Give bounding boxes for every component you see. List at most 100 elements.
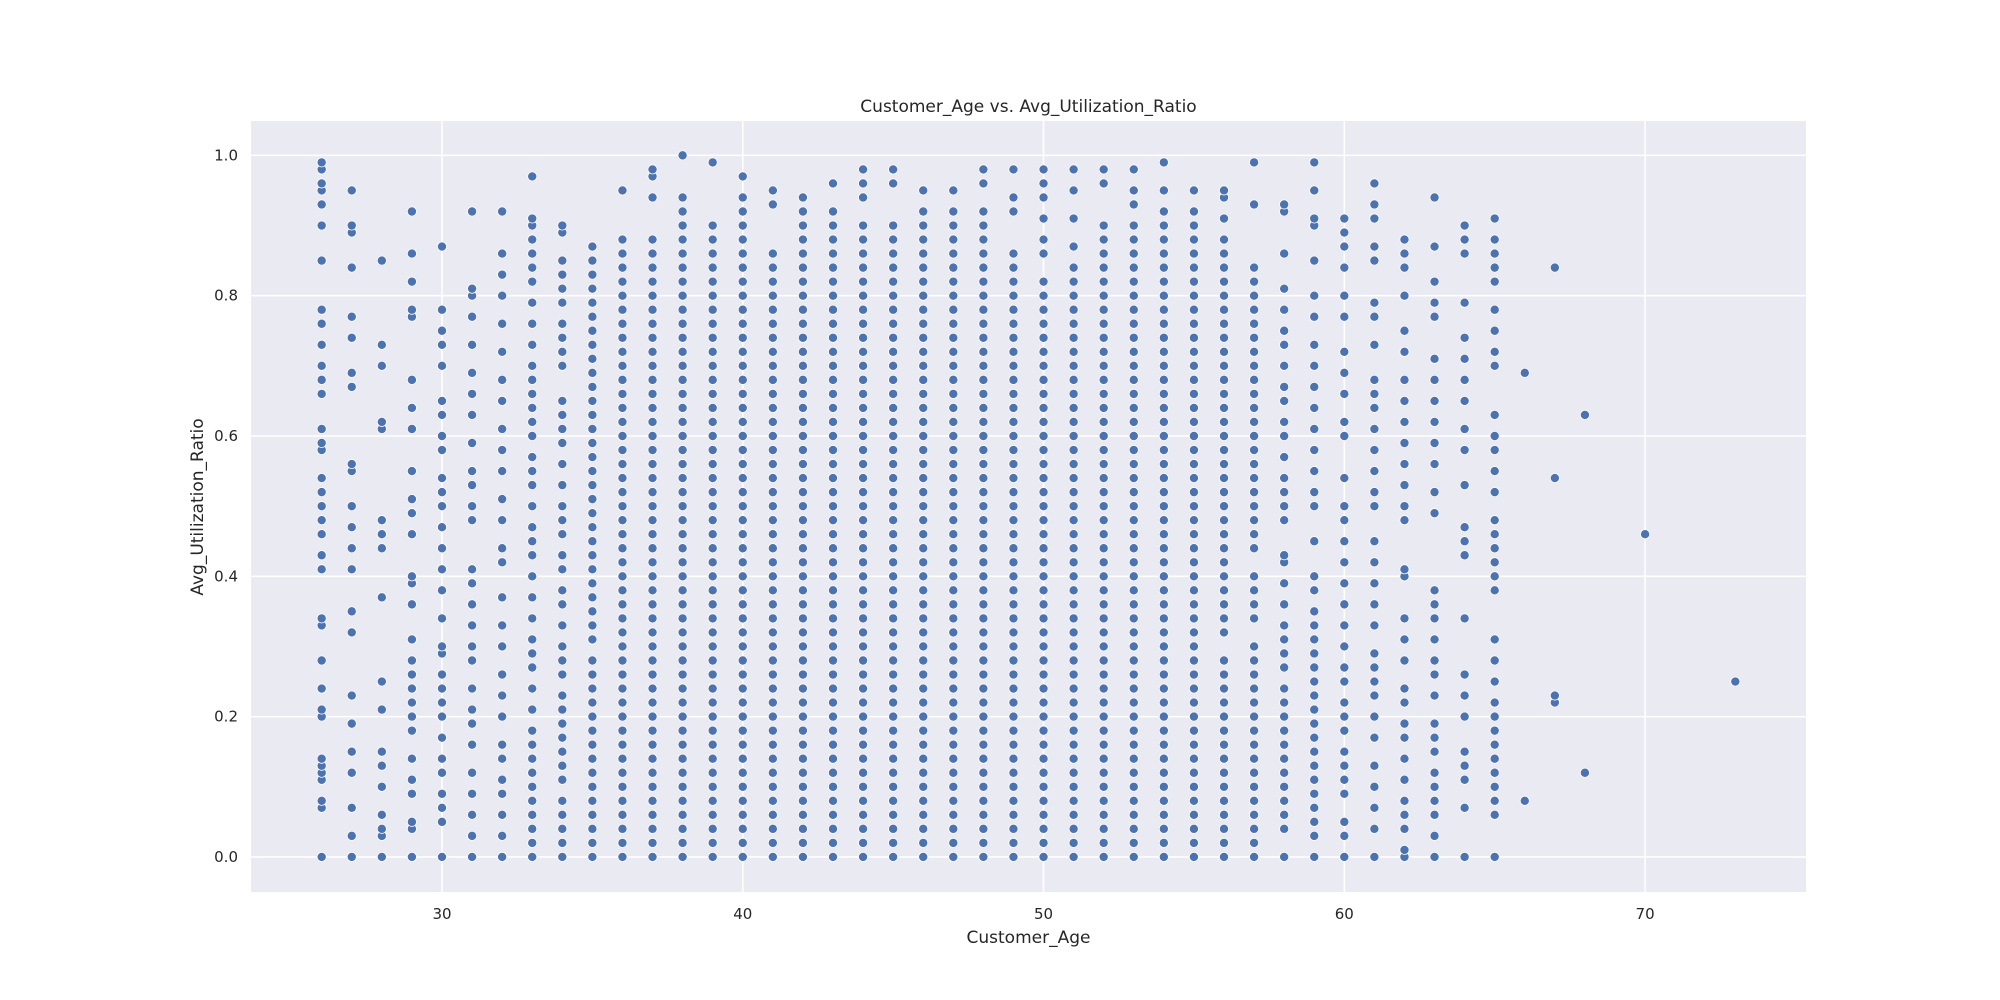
data-point (1008, 473, 1019, 484)
data-point (737, 416, 748, 427)
data-point (587, 241, 598, 252)
data-point (767, 262, 778, 273)
data-point (1128, 739, 1139, 750)
data-point (1339, 536, 1350, 547)
data-point (737, 318, 748, 329)
data-point (617, 795, 628, 806)
data-point (707, 157, 718, 168)
data-point (707, 557, 718, 568)
data-point (858, 571, 869, 582)
data-point (436, 697, 447, 708)
data-point (888, 837, 899, 848)
data-point (978, 837, 989, 848)
data-point (918, 753, 929, 764)
data-point (797, 739, 808, 750)
data-point (797, 262, 808, 273)
data-point (1068, 318, 1079, 329)
data-point (1068, 585, 1079, 596)
data-point (1008, 262, 1019, 273)
data-point (797, 585, 808, 596)
data-point (677, 613, 688, 624)
data-point (888, 753, 899, 764)
data-point (557, 823, 568, 834)
data-point (617, 318, 628, 329)
data-point (1158, 220, 1169, 231)
data-point (436, 683, 447, 694)
data-point (918, 262, 929, 273)
data-point (978, 613, 989, 624)
data-point (497, 851, 508, 862)
data-point (767, 529, 778, 540)
data-point (1219, 318, 1230, 329)
data-point (918, 248, 929, 259)
data-point (1098, 402, 1109, 413)
data-point (707, 781, 718, 792)
data-point (647, 459, 658, 470)
data-point (948, 823, 959, 834)
data-point (617, 683, 628, 694)
data-point (1279, 199, 1290, 210)
data-point (1068, 669, 1079, 680)
data-point (1008, 388, 1019, 399)
data-point (376, 543, 387, 554)
data-point (858, 515, 869, 526)
data-point (858, 304, 869, 315)
data-point (1219, 360, 1230, 371)
data-point (858, 332, 869, 343)
data-point (1369, 578, 1380, 589)
y-tick-label: 0.8 (214, 287, 238, 305)
data-point (858, 374, 869, 385)
data-point (436, 304, 447, 315)
data-point (346, 311, 357, 322)
data-point (948, 360, 959, 371)
data-point (797, 360, 808, 371)
data-point (1188, 599, 1199, 610)
data-point (647, 641, 658, 652)
data-point (828, 276, 839, 287)
data-point (1309, 381, 1320, 392)
data-point (1369, 445, 1380, 456)
data-point (1038, 178, 1049, 189)
data-point (858, 809, 869, 820)
x-tick-label: 70 (1636, 905, 1655, 923)
data-point (557, 641, 568, 652)
data-point (918, 767, 929, 778)
data-point (1098, 234, 1109, 245)
data-point (1068, 276, 1079, 287)
data-point (1339, 746, 1350, 757)
data-point (797, 725, 808, 736)
data-point (1249, 445, 1260, 456)
data-point (587, 550, 598, 561)
data-point (1158, 360, 1169, 371)
data-point (918, 487, 929, 498)
data-point (1158, 557, 1169, 568)
data-point (1219, 430, 1230, 441)
data-point (467, 438, 478, 449)
data-point (918, 837, 929, 848)
data-point (1008, 192, 1019, 203)
data-point (587, 711, 598, 722)
data-point (617, 669, 628, 680)
data-point (1489, 585, 1500, 596)
data-point (888, 332, 899, 343)
data-point (1128, 199, 1139, 210)
data-point (1068, 641, 1079, 652)
data-point (436, 487, 447, 498)
data-point (1128, 543, 1139, 554)
data-point (1158, 571, 1169, 582)
data-point (797, 823, 808, 834)
data-point (617, 697, 628, 708)
data-point (1158, 332, 1169, 343)
data-point (1459, 445, 1470, 456)
data-point (557, 515, 568, 526)
data-point (1279, 725, 1290, 736)
data-point (1489, 276, 1500, 287)
data-point (557, 409, 568, 420)
data-point (707, 374, 718, 385)
data-point (888, 220, 899, 231)
data-point (828, 346, 839, 357)
data-point (1038, 711, 1049, 722)
data-point (888, 515, 899, 526)
data-point (948, 402, 959, 413)
data-point (1309, 402, 1320, 413)
